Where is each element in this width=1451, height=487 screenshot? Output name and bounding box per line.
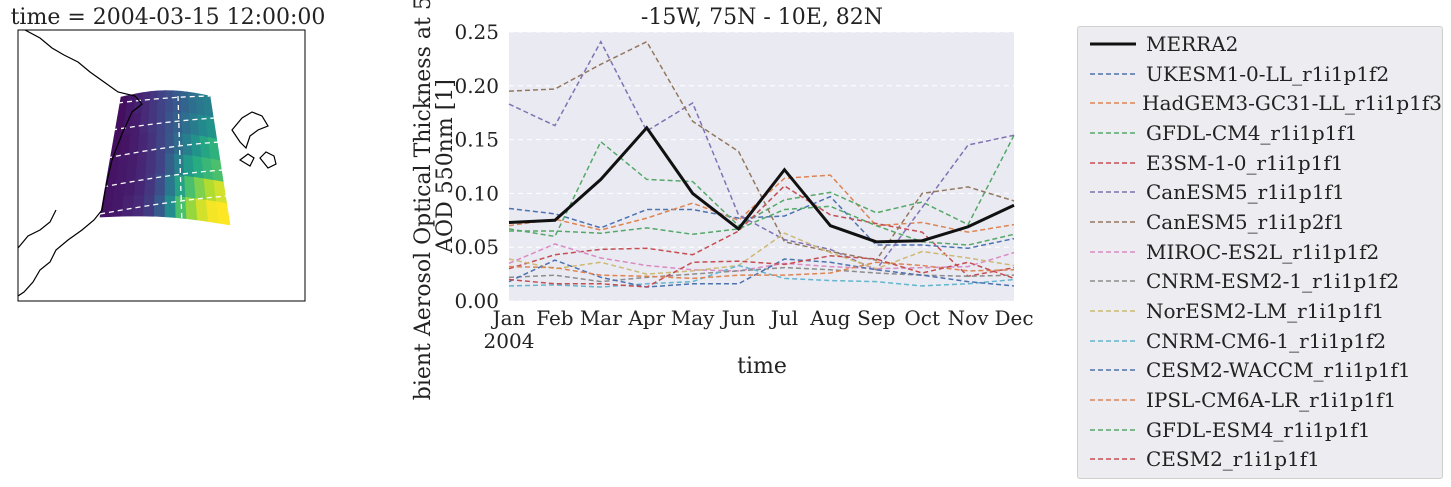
x-tick-label: Apr xyxy=(627,306,665,330)
legend-item: CESM2_r1i1p1f1 xyxy=(1078,445,1442,475)
series-line xyxy=(508,195,1015,250)
line-chart: -15W, 75N - 10E, 82N 0.00 0.05 0.10 0.15 0.2… xyxy=(411,0,1034,400)
legend-item: UKESM1-0-LL_r1i1p1f2 xyxy=(1078,59,1442,89)
legend-swatch xyxy=(1090,161,1136,164)
y-tick-label: 0.25 xyxy=(454,20,499,44)
y-axis-label-overlap: AOD 550nm [1] xyxy=(433,79,458,254)
legend-swatch xyxy=(1090,310,1136,312)
legend-item: CNRM-ESM2-1_r1i1p1f2 xyxy=(1078,267,1442,297)
legend-item: CESM2-WACCM_r1i1p1f1 xyxy=(1078,356,1442,386)
x-tick-label: Jun xyxy=(720,306,756,330)
legend-swatch xyxy=(1090,191,1136,194)
legend-swatch xyxy=(1090,132,1136,134)
y-tick-label: 0.00 xyxy=(454,289,499,313)
legend-swatch xyxy=(1090,369,1136,372)
legend-item: E3SM-1-0_r1i1p1f1 xyxy=(1078,148,1442,178)
x-tick-label: Sep xyxy=(857,306,895,330)
chart-legend: MERRA2 UKESM1-0-LL_r1i1p1f2 HadGEM3-GC31-L… xyxy=(1077,26,1443,479)
legend-swatch xyxy=(1090,72,1136,75)
legend-swatch xyxy=(1090,428,1136,431)
legend-item: IPSL-CM6A-LR_r1i1p1f1 xyxy=(1078,385,1442,415)
map-title: time = 2004-03-15 12:00:00 xyxy=(11,5,326,30)
legend-label: MIROC-ES2L_r1i1p1f2 xyxy=(1146,239,1380,264)
legend-label: GFDL-ESM4_r1i1p1f1 xyxy=(1146,417,1371,442)
legend-swatch xyxy=(1090,42,1136,46)
x-tick-label: May xyxy=(671,306,715,330)
y-axis-label: Ambient Aerosol Optical Thickness at 550… xyxy=(411,0,436,400)
y-tick-label: 0.10 xyxy=(454,181,499,205)
x-tick-labels: Jan Feb Mar Apr May Jun Jul Aug Sep Oct Nov Dec xyxy=(491,306,1034,330)
legend-swatch xyxy=(1090,280,1136,283)
series-line xyxy=(508,125,1015,244)
legend-label: NorESM2-LM_r1i1p1f1 xyxy=(1146,299,1385,324)
legend-label: CNRM-ESM2-1_r1i1p1f2 xyxy=(1146,269,1400,294)
map-cell xyxy=(216,201,231,226)
legend-label: IPSL-CM6A-LR_r1i1p1f1 xyxy=(1146,388,1397,413)
legend-swatch xyxy=(1090,458,1136,461)
y-tick-labels: 0.00 0.05 0.10 0.15 0.20 0.25 xyxy=(454,20,499,313)
series-line xyxy=(508,134,1015,238)
series-lines xyxy=(508,40,1015,288)
legend-swatch xyxy=(1090,102,1136,105)
series-line xyxy=(508,40,1015,261)
y-tick-label: 0.20 xyxy=(454,74,499,98)
series-line xyxy=(509,205,1015,246)
legend-item: CanESM5_r1i1p2f1 xyxy=(1078,207,1442,237)
legend-label: UKESM1-0-LL_r1i1p1f2 xyxy=(1146,61,1390,86)
legend-swatch xyxy=(1090,399,1136,401)
series-line xyxy=(508,40,1015,271)
legend-label: CanESM5_r1i1p2f1 xyxy=(1146,209,1345,234)
legend-swatch xyxy=(1090,339,1136,342)
x-tick-label: Jul xyxy=(769,306,798,330)
series-line xyxy=(508,232,1015,275)
series-line xyxy=(508,255,1015,288)
legend-label: CESM2_r1i1p1f1 xyxy=(1146,447,1320,472)
x-year-label: 2004 xyxy=(484,329,535,353)
x-tick-label: Feb xyxy=(536,306,573,330)
coastline-lines xyxy=(18,30,277,297)
map-panel: time = 2004-03-15 12:00:00 0.0130.0140.0… xyxy=(11,5,326,302)
legend-label: CNRM-CM6-1_r1i1p1f2 xyxy=(1146,328,1387,353)
legend-item: GFDL-CM4_r1i1p1f1 xyxy=(1078,118,1442,148)
x-tick-label: Mar xyxy=(580,306,622,330)
legend-item: GFDL-ESM4_r1i1p1f1 xyxy=(1078,415,1442,445)
legend-swatch xyxy=(1090,221,1136,223)
legend-item: HadGEM3-GC31-LL_r1i1p1f3 xyxy=(1078,88,1442,118)
y-tick-label: 0.15 xyxy=(454,128,499,152)
series-line xyxy=(508,174,1015,233)
legend-item: NorESM2-LM_r1i1p1f1 xyxy=(1078,296,1442,326)
x-tick-label: Aug xyxy=(809,306,850,330)
legend-item: CNRM-CM6-1_r1i1p1f2 xyxy=(1078,326,1442,356)
legend-label: E3SM-1-0_r1i1p1f1 xyxy=(1146,150,1344,175)
x-tick-label: Nov xyxy=(948,306,990,330)
legend-item: CanESM5_r1i1p1f1 xyxy=(1078,177,1442,207)
legend-label: HadGEM3-GC31-LL_r1i1p1f3 xyxy=(1142,91,1442,116)
x-tick-label: Dec xyxy=(994,306,1033,330)
y-gridlines xyxy=(509,31,1014,302)
y-tick-label: 0.05 xyxy=(454,235,499,259)
legend-label: CanESM5_r1i1p1f1 xyxy=(1146,180,1345,205)
x-tick-label: Oct xyxy=(904,306,940,330)
series-line xyxy=(508,243,1015,272)
chart-title: -15W, 75N - 10E, 82N xyxy=(641,5,883,30)
legend-label: GFDL-CM4_r1i1p1f1 xyxy=(1146,120,1358,145)
map-gridlines xyxy=(99,95,229,227)
aod-map-grid xyxy=(99,90,231,226)
legend-item: MERRA2 xyxy=(1078,29,1442,59)
legend-swatch xyxy=(1090,250,1136,253)
legend-label: MERRA2 xyxy=(1146,31,1239,56)
legend-item: MIROC-ES2L_r1i1p1f2 xyxy=(1078,237,1442,267)
x-axis-label: time xyxy=(737,354,787,379)
series-line xyxy=(508,266,1015,283)
series-line xyxy=(508,261,1015,280)
map-frame xyxy=(17,29,306,302)
x-tick-label: Jan xyxy=(491,306,526,330)
legend-label: CESM2-WACCM_r1i1p1f1 xyxy=(1146,358,1411,383)
